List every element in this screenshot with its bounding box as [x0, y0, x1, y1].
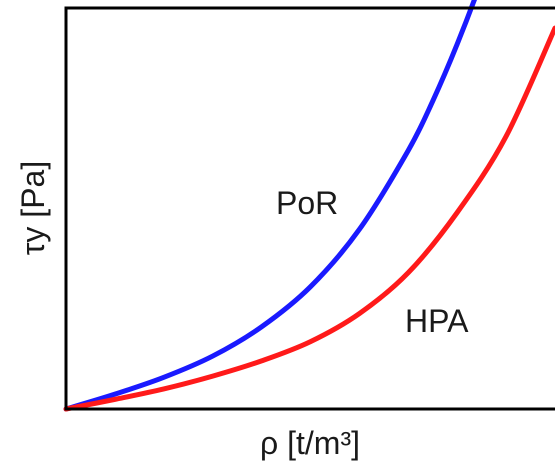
series-label-hpa: HPA: [405, 303, 469, 339]
y-axis-label: τy [Pa]: [15, 161, 51, 255]
series-line-hpa: [63, 25, 555, 412]
plot-frame: [64, 6, 555, 411]
series-line-por: [63, 0, 477, 412]
x-axis-label: ρ [t/m³]: [260, 425, 360, 461]
plot-area: [63, 0, 555, 412]
series-label-por: PoR: [276, 185, 338, 221]
